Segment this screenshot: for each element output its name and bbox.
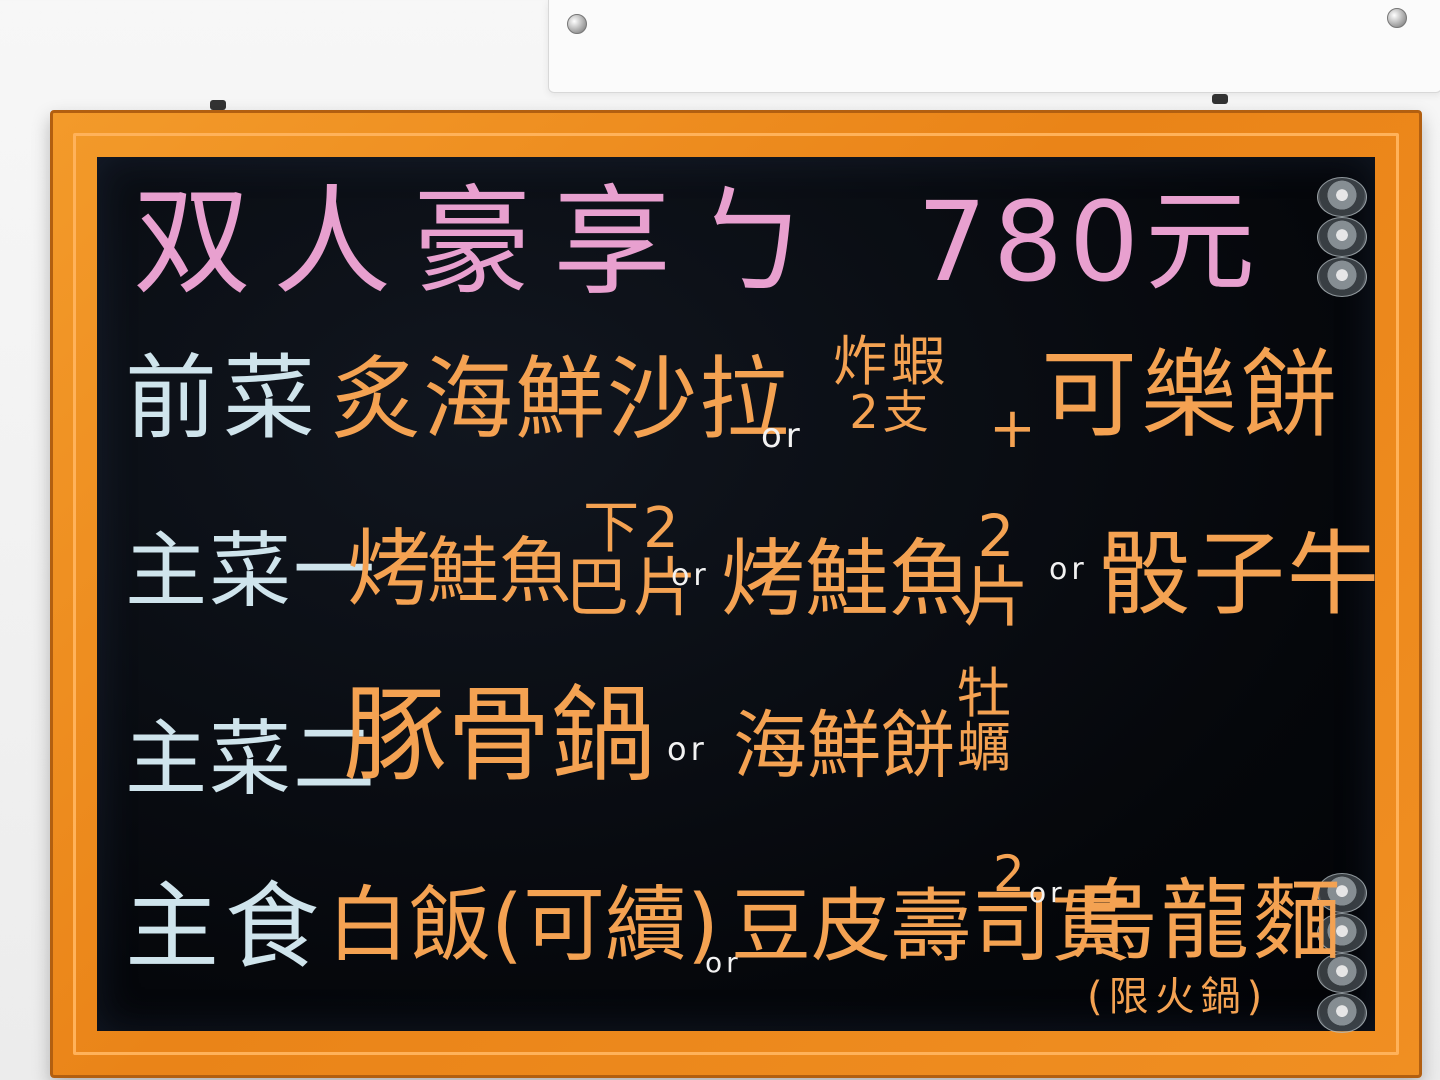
- wall-hook: [1212, 94, 1228, 104]
- screw-icon: [1387, 8, 1407, 28]
- suction-cup-icon: [1317, 177, 1367, 217]
- screw-icon: [567, 14, 587, 34]
- wall-hook: [210, 100, 226, 110]
- or-connector: or: [761, 416, 804, 456]
- or-connector: or: [1029, 876, 1066, 909]
- or-connector: or: [705, 946, 742, 979]
- menu-price: 780元: [917, 178, 1261, 306]
- appetizer-option-shrimp: 炸蝦 2支: [833, 330, 949, 439]
- suction-cup-icon: [1317, 257, 1367, 297]
- acrylic-sign-plate: [548, 0, 1440, 93]
- or-connector: or: [1049, 552, 1088, 587]
- staple-label: 主食: [125, 873, 326, 982]
- appetizer-label: 前菜: [125, 345, 322, 452]
- shrimp-label: 炸蝦: [833, 330, 949, 393]
- staple-udon-note: (限火鍋): [1087, 974, 1269, 1020]
- main1-option-salmon-belly: 鮭魚: [427, 529, 572, 613]
- or-connector: or: [671, 558, 710, 593]
- shrimp-qty: 2支: [849, 385, 933, 439]
- main2-option-seafood-pancake: 海鮮餅: [733, 703, 955, 789]
- staple-option-udon: 烏龍麵: [1069, 869, 1346, 972]
- oyster-bottom: 蠣: [957, 716, 1015, 779]
- appetizer-option-salad: 炙海鮮沙拉: [331, 347, 791, 452]
- grilled-salmon-bottom: 片: [963, 559, 1033, 636]
- grilled-salmon-top: 2: [977, 502, 1019, 570]
- suction-cup-icon: [1317, 217, 1367, 257]
- main1-grill-prefix: 烤: [347, 520, 436, 618]
- suction-cup-icon: [1317, 953, 1367, 993]
- salmon-belly-bottom: 巴片: [565, 552, 701, 626]
- suction-cup-icon: [1317, 913, 1367, 953]
- blackboard: 双人豪享ㄅ 780元 前菜 炙海鮮沙拉 or 炸蝦 2支 + 可樂餅 主菜一 烤…: [97, 157, 1379, 1033]
- or-connector: or: [667, 730, 708, 768]
- staple-option-rice: 白飯(可續): [327, 878, 719, 973]
- suction-cup-icon: [1317, 873, 1367, 913]
- main2-option-pork-bone-pot: 豚骨鍋: [343, 674, 656, 796]
- appetizer-option-croquette: 可樂餅: [1041, 339, 1341, 451]
- main2-label: 主菜二: [125, 712, 378, 807]
- staple-option-inari-sushi: 豆皮壽司貫: [731, 880, 1131, 973]
- staple-option-inari-qty: 2: [993, 845, 1029, 903]
- main1-option-salmon-belly-qty: 下2 巴片: [565, 496, 701, 626]
- salmon-belly-top: 下2: [583, 496, 683, 561]
- main1-option-grilled-salmon: 烤鮭魚: [721, 530, 974, 628]
- oyster-top: 牡: [957, 662, 1015, 725]
- main1-label: 主菜一: [125, 524, 378, 619]
- main2-option-oyster-qualifier: 牡 蠣: [957, 667, 1015, 775]
- main1-option-grilled-salmon-qty: 2 片: [963, 507, 1033, 631]
- suction-cup-icon: [1317, 993, 1367, 1033]
- menu-title: 双人豪享ㄅ: [133, 173, 834, 311]
- main1-option-diced-beef: 骰子牛: [1099, 521, 1382, 628]
- menu-board-frame: 双人豪享ㄅ 780元 前菜 炙海鮮沙拉 or 炸蝦 2支 + 可樂餅 主菜一 烤…: [50, 110, 1422, 1078]
- plus-sign: +: [989, 396, 1040, 461]
